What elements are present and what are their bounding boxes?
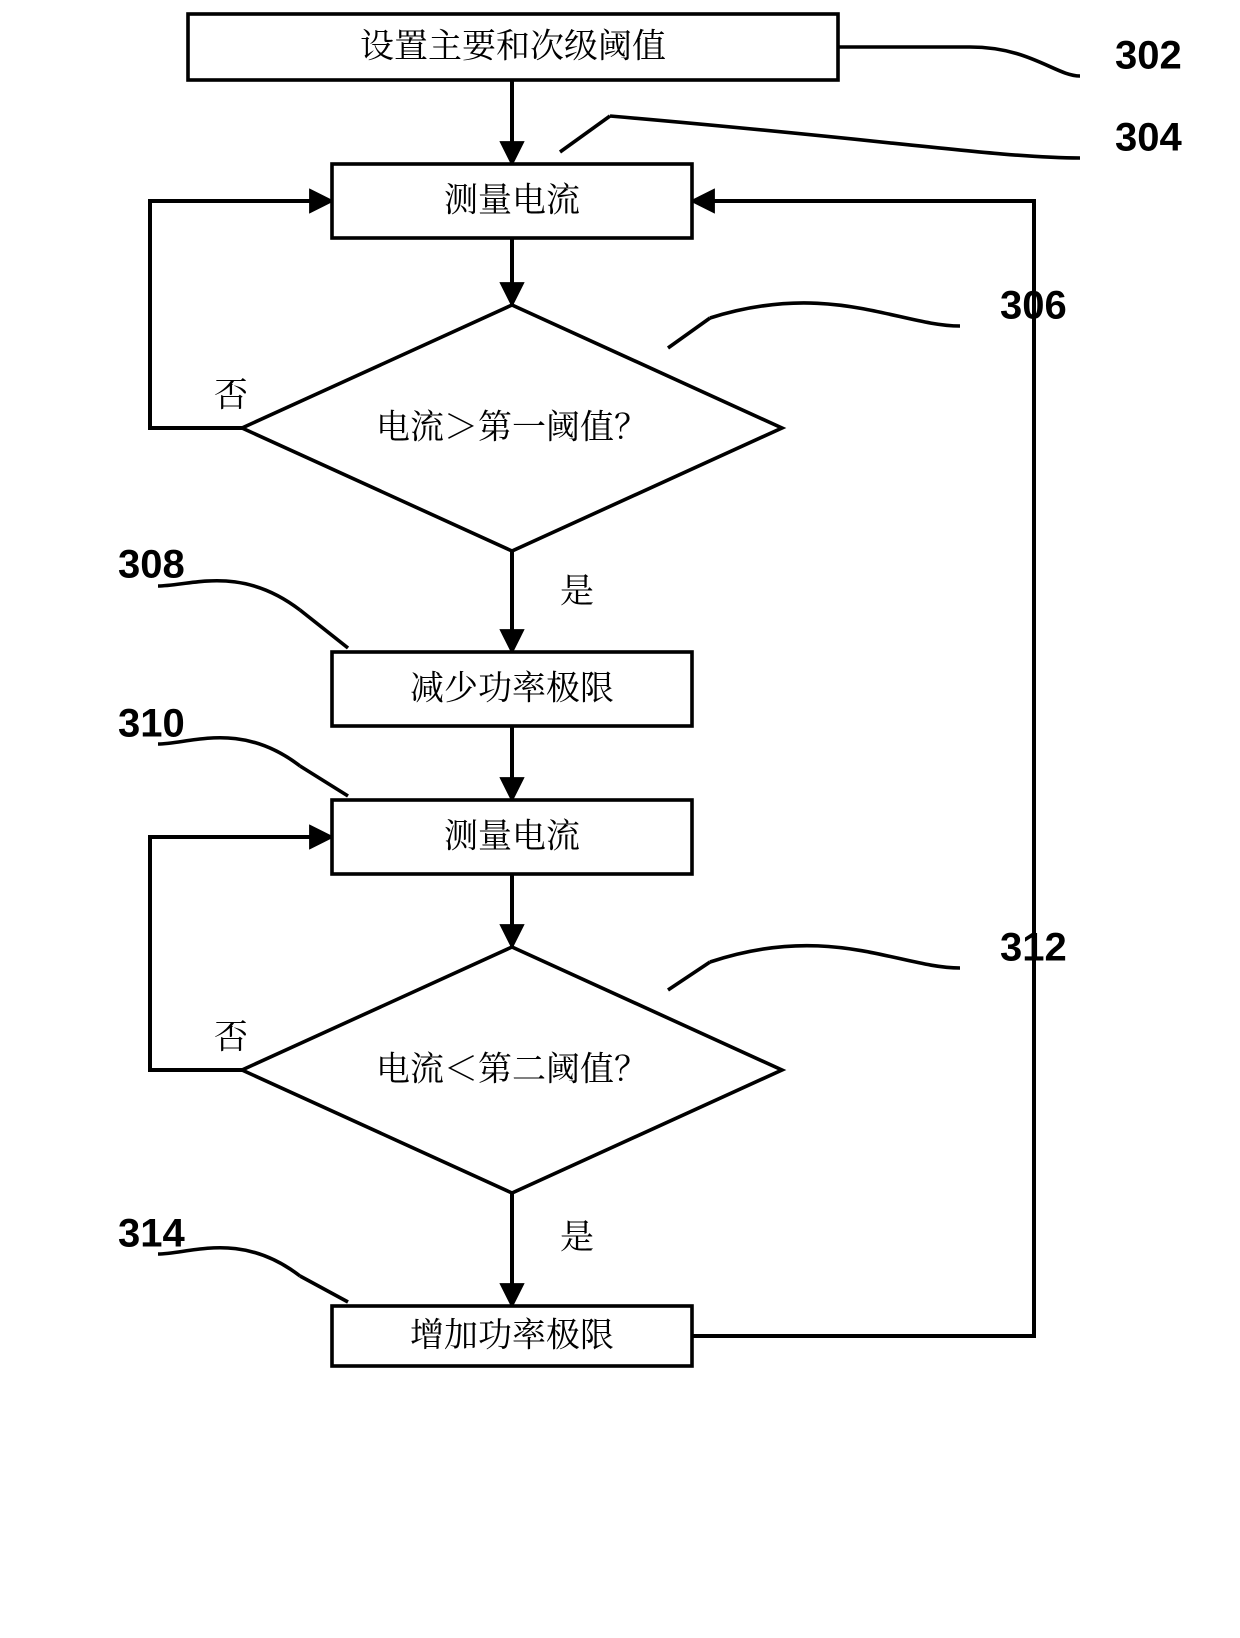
node-label: 测量电流 <box>444 809 580 858</box>
callout-312: 312 <box>668 926 1067 990</box>
ref-number: 304 <box>1115 116 1182 160</box>
ref-number: 314 <box>118 1212 185 1256</box>
edge-e306_no: 否 <box>150 201 332 428</box>
ref-number: 306 <box>1000 284 1067 328</box>
callout-304: 304 <box>560 116 1182 160</box>
node-n304: 测量电流 <box>332 164 692 238</box>
node-n310: 测量电流 <box>332 800 692 874</box>
ref-number: 302 <box>1115 34 1182 78</box>
edge-label: 是 <box>560 1210 594 1259</box>
node-n308: 减少功率极限 <box>332 652 692 726</box>
node-label: 测量电流 <box>444 173 580 222</box>
ref-number: 312 <box>1000 926 1067 970</box>
edge-e312_no: 否 <box>150 837 332 1070</box>
edge-e306_yes: 是 <box>512 551 594 652</box>
node-label: 增加功率极限 <box>410 1308 614 1357</box>
node-label: 电流＞第一阈值？ <box>376 400 648 449</box>
node-label: 设置主要和次级阈值 <box>360 19 666 68</box>
edge-label: 否 <box>214 368 248 417</box>
callout-306: 306 <box>668 284 1067 348</box>
edge-label: 否 <box>214 1010 248 1059</box>
edge-e312_yes: 是 <box>512 1193 594 1306</box>
node-label: 电流＜第二阈值？ <box>376 1042 648 1091</box>
callout-302: 302 <box>838 34 1182 78</box>
callout-310: 310 <box>118 702 348 796</box>
callout-308: 308 <box>118 543 348 648</box>
node-n314: 增加功率极限 <box>332 1306 692 1366</box>
node-n302: 设置主要和次级阈值 <box>188 14 838 80</box>
edge-e314_304 <box>692 201 1034 1336</box>
node-n306: 电流＞第一阈值？ <box>242 305 782 551</box>
edge-label: 是 <box>560 564 594 613</box>
ref-number: 310 <box>118 702 185 746</box>
node-label: 减少功率极限 <box>410 661 614 710</box>
callout-314: 314 <box>118 1212 348 1302</box>
ref-number: 308 <box>118 543 185 587</box>
node-n312: 电流＜第二阈值？ <box>242 947 782 1193</box>
